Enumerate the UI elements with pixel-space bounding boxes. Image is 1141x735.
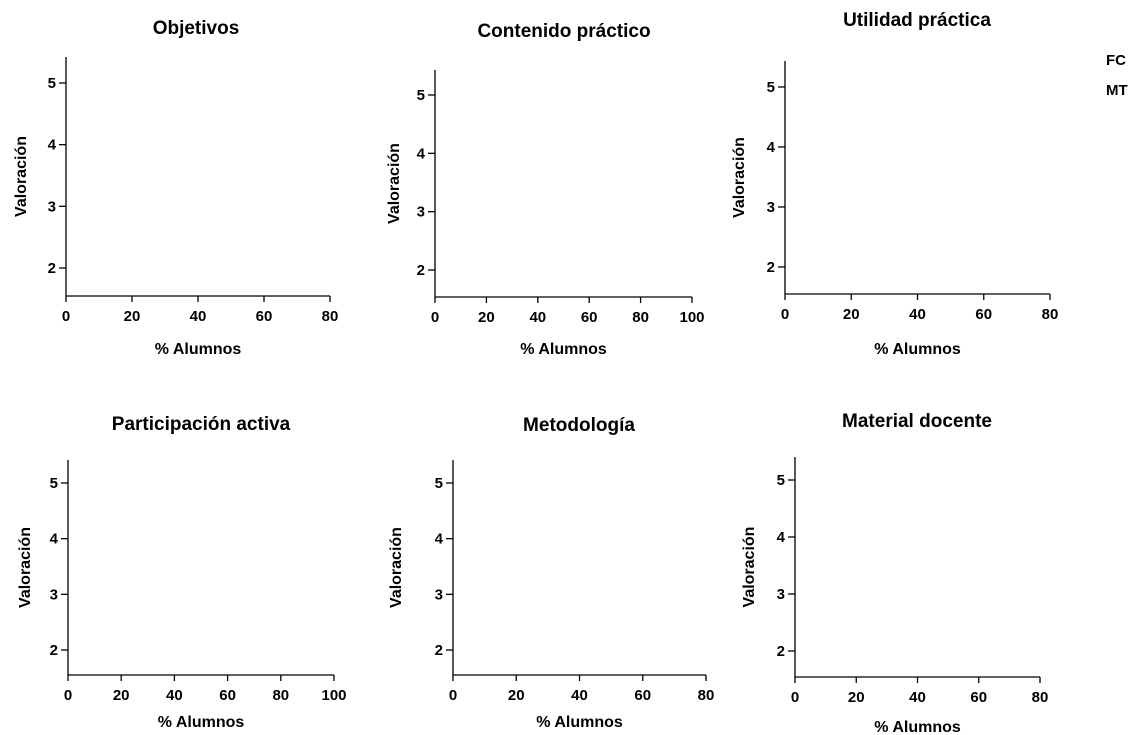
x-tick-label: 60 (634, 687, 651, 704)
x-tick-label: 80 (698, 687, 715, 704)
y-tick-label: 2 (50, 642, 58, 659)
chart-title: Metodología (523, 415, 635, 436)
x-tick-label: 80 (1042, 306, 1059, 323)
x-tick-label: 0 (62, 308, 70, 325)
legend-label-fc: FC (1106, 52, 1126, 69)
y-tick-label: 5 (767, 79, 775, 96)
y-tick-label: 5 (417, 87, 425, 104)
y-tick-label: 3 (48, 198, 56, 215)
x-tick-label: 20 (843, 306, 860, 323)
x-tick-label: 20 (478, 309, 495, 326)
y-tick-label: 5 (50, 475, 58, 492)
x-axis-label: % Alumnos (874, 719, 961, 735)
x-tick-label: 0 (449, 687, 457, 704)
y-tick-label: 4 (48, 137, 57, 154)
x-tick-label: 40 (909, 306, 926, 323)
x-tick-label: 40 (571, 687, 588, 704)
y-tick-label: 4 (435, 531, 444, 548)
x-tick-label: 40 (190, 308, 207, 325)
x-tick-label: 60 (975, 306, 992, 323)
x-axis-label: % Alumnos (874, 341, 961, 358)
chart-title: Contenido práctico (477, 21, 650, 42)
x-tick-label: 0 (64, 687, 72, 704)
x-tick-label: 0 (781, 306, 789, 323)
x-tick-label: 80 (632, 309, 649, 326)
x-tick-label: 0 (431, 309, 439, 326)
x-axis-label: % Alumnos (520, 341, 607, 358)
y-axis-label: Valoración (386, 143, 403, 224)
x-tick-label: 40 (529, 309, 546, 326)
y-tick-label: 2 (435, 642, 443, 659)
y-tick-label: 5 (435, 475, 443, 492)
y-axis-label: Valoración (731, 137, 748, 218)
x-tick-label: 60 (256, 308, 273, 325)
x-tick-label: 80 (272, 687, 289, 704)
x-tick-label: 80 (1032, 689, 1049, 706)
x-axis-label: % Alumnos (536, 714, 623, 731)
chart-title: Utilidad práctica (843, 10, 991, 31)
x-tick-label: 60 (219, 687, 236, 704)
y-tick-label: 2 (417, 262, 425, 279)
y-axis-label: Valoración (17, 527, 34, 608)
x-tick-label: 20 (113, 687, 130, 704)
x-axis-label: % Alumnos (158, 714, 245, 731)
y-tick-label: 3 (777, 586, 785, 603)
x-tick-label: 20 (848, 689, 865, 706)
y-tick-label: 4 (50, 531, 59, 548)
chart-title: Material docente (842, 411, 992, 432)
chart-title: Participación activa (112, 414, 291, 435)
x-tick-label: 100 (679, 309, 704, 326)
y-tick-label: 2 (48, 260, 56, 277)
y-tick-label: 3 (435, 586, 443, 603)
x-tick-label: 60 (970, 689, 987, 706)
x-tick-label: 100 (321, 687, 346, 704)
y-tick-label: 4 (767, 139, 776, 156)
y-tick-label: 3 (50, 586, 58, 603)
x-tick-label: 20 (124, 308, 141, 325)
y-axis-label: Valoración (388, 527, 405, 608)
x-tick-label: 40 (166, 687, 183, 704)
y-tick-label: 4 (777, 529, 786, 546)
x-tick-label: 60 (581, 309, 598, 326)
legend-label-mt: MT (1106, 82, 1128, 99)
y-tick-label: 5 (48, 75, 56, 92)
y-axis-label: Valoración (741, 527, 758, 608)
y-tick-label: 4 (417, 145, 426, 162)
chart-title: Objetivos (153, 18, 240, 39)
x-tick-label: 20 (508, 687, 525, 704)
y-tick-label: 5 (777, 472, 785, 489)
y-tick-label: 3 (767, 199, 775, 216)
y-tick-label: 2 (767, 259, 775, 276)
y-tick-label: 3 (417, 204, 425, 221)
y-tick-label: 2 (777, 643, 785, 660)
x-axis-label: % Alumnos (155, 341, 242, 358)
y-axis-label: Valoración (13, 136, 30, 217)
x-tick-label: 40 (909, 689, 926, 706)
x-tick-label: 80 (322, 308, 339, 325)
x-tick-label: 0 (791, 689, 799, 706)
